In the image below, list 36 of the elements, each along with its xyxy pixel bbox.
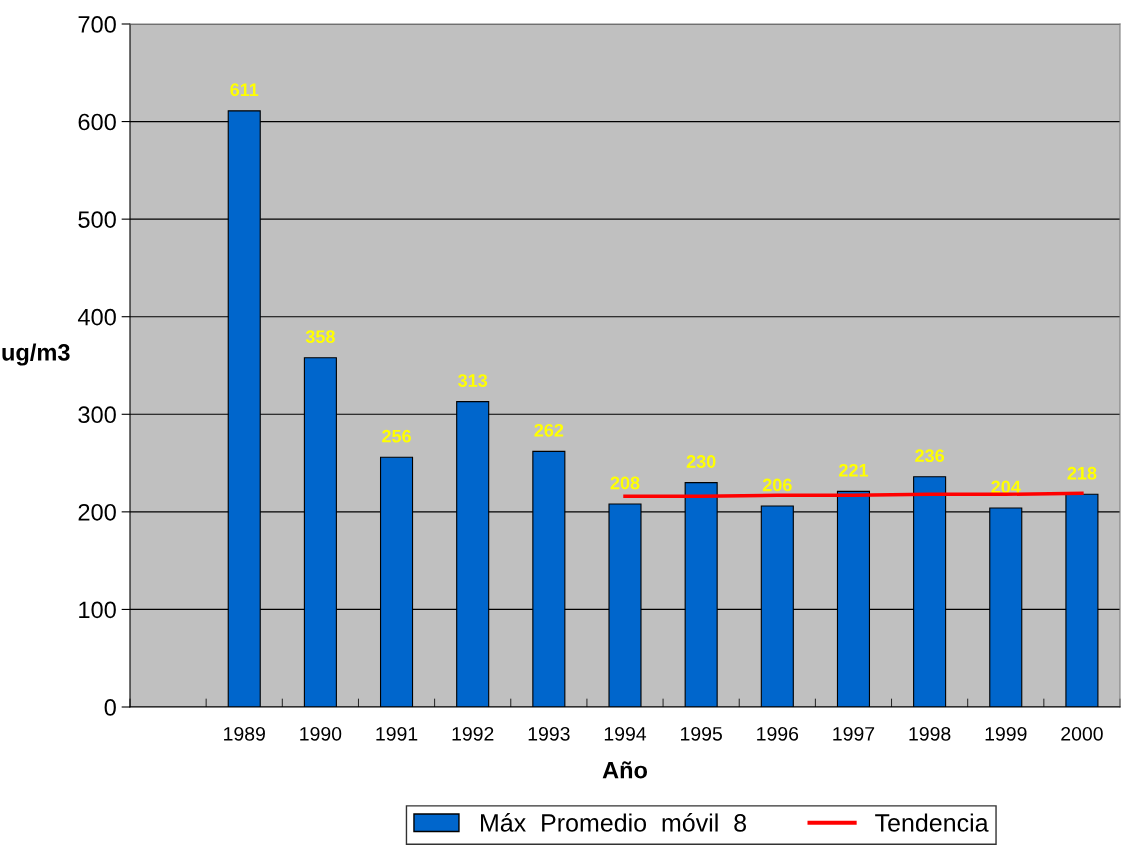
data-label: 206 xyxy=(762,478,792,492)
y-axis-title: ug/m3 xyxy=(2,343,70,366)
data-label: 313 xyxy=(458,374,488,387)
y-tick-label: 400 xyxy=(77,308,116,326)
data-label: 218 xyxy=(1067,466,1097,480)
x-tick-label: 2000 xyxy=(1061,726,1103,741)
x-tick-label: 1999 xyxy=(985,726,1027,741)
y-tick-label: 700 xyxy=(78,16,116,33)
x-tick-label: 1995 xyxy=(681,726,722,741)
x-tick-label: 1994 xyxy=(604,726,647,741)
y-tick-label: 300 xyxy=(78,406,116,424)
data-label: 208 xyxy=(610,476,640,490)
data-label: 221 xyxy=(839,463,869,477)
data-label: 611 xyxy=(230,83,259,97)
data-label: 358 xyxy=(305,330,335,344)
x-tick-label: 1997 xyxy=(833,726,875,741)
legend-label: Tendencia xyxy=(875,813,989,832)
y-tick-label: 100 xyxy=(79,601,116,619)
x-tick-label: 1990 xyxy=(300,726,342,741)
data-label: 236 xyxy=(915,449,945,463)
y-tick-label: 600 xyxy=(78,113,116,131)
y-tick-label: 200 xyxy=(78,503,116,521)
data-label: 262 xyxy=(534,423,564,437)
data-label: 204 xyxy=(991,480,1021,494)
x-tick-label: 1992 xyxy=(452,726,494,741)
x-tick-label: 1998 xyxy=(909,726,951,741)
data-label: 256 xyxy=(382,429,411,443)
x-tick-label: 1989 xyxy=(224,726,265,741)
x-tick-label: 1991 xyxy=(376,726,418,741)
y-tick-label: 0 xyxy=(104,699,116,716)
legend-label: Máx Promedio móvil 8 xyxy=(481,813,747,832)
y-tick-label: 500 xyxy=(78,211,116,228)
x-tick-label: 1996 xyxy=(757,726,799,741)
x-tick-label: 1993 xyxy=(528,726,570,741)
data-label: 230 xyxy=(686,455,716,468)
x-axis-title: Año xyxy=(602,761,648,779)
